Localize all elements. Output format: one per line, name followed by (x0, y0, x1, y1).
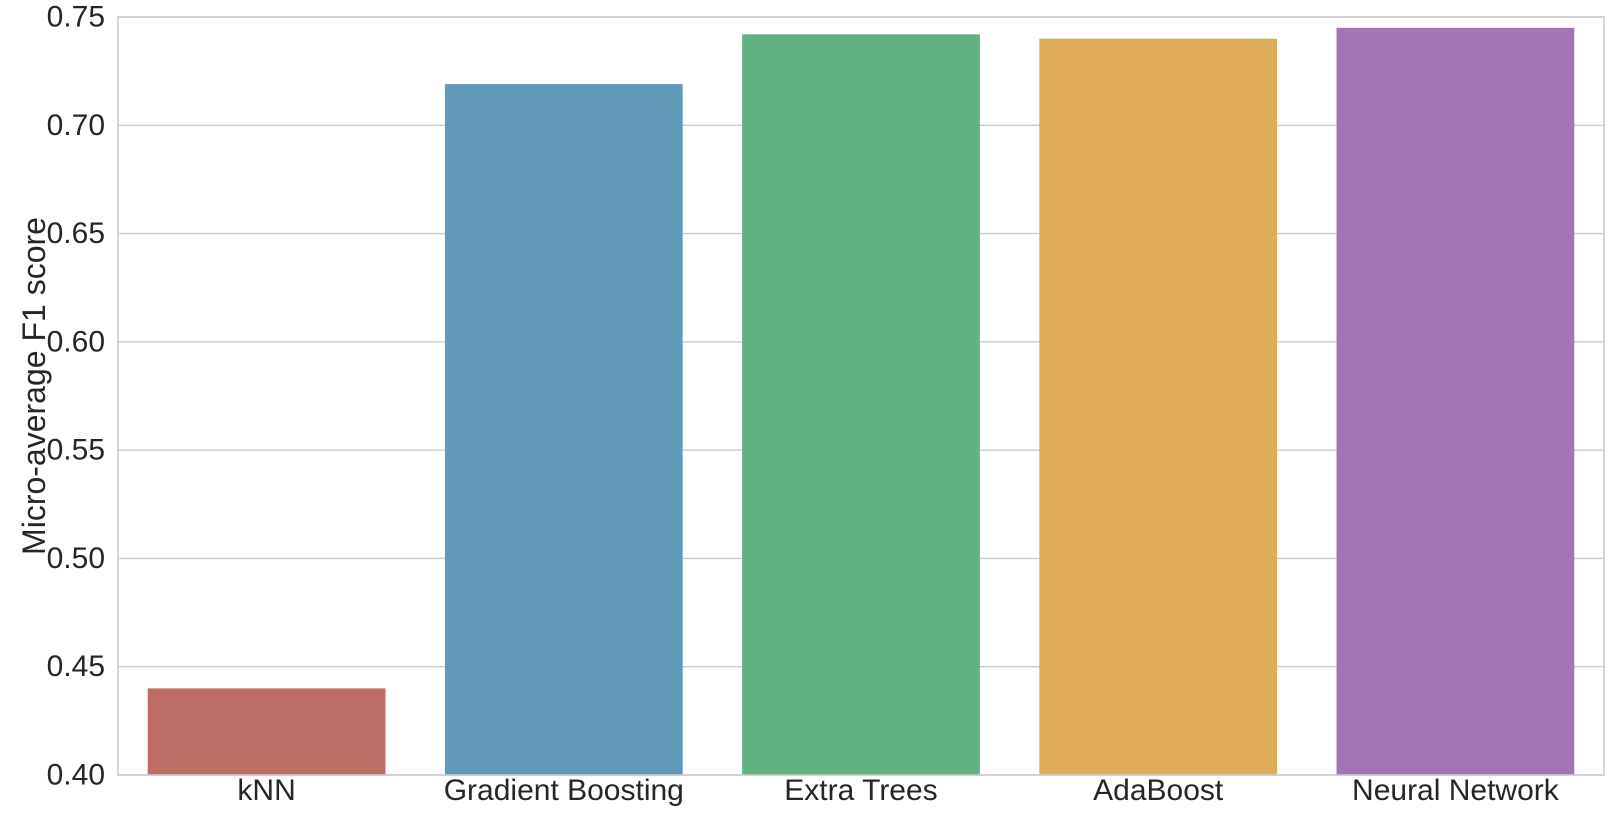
bar-adaboost (1039, 38, 1278, 775)
y-tick-label: 0.65 (47, 217, 105, 250)
y-tick-labels: 0.40 0.45 0.50 0.55 0.60 0.65 0.70 0.75 (47, 1, 105, 792)
x-tick-label: kNN (237, 774, 295, 807)
x-tick-labels: kNN Gradient Boosting Extra Trees AdaBoost N… (237, 774, 1559, 807)
bars (147, 27, 1575, 776)
x-tick-label: Gradient Boosting (444, 774, 684, 807)
y-tick-label: 0.40 (47, 759, 105, 792)
x-tick-label: Neural Network (1352, 774, 1560, 807)
x-tick-label: AdaBoost (1093, 774, 1224, 807)
x-tick-label: Extra Trees (784, 774, 937, 807)
plot-frame (117, 16, 1605, 776)
y-tick-label: 0.75 (47, 1, 105, 34)
y-tick-label: 0.50 (47, 542, 105, 575)
y-tick-label: 0.45 (47, 650, 105, 683)
y-tick-label: 0.60 (47, 325, 105, 358)
bar-gradient-boosting (444, 84, 683, 775)
y-axis-label: Micro-average F1 score (16, 217, 52, 555)
y-tick-label: 0.55 (47, 434, 105, 467)
bar-knn (147, 688, 386, 775)
bar-extra-trees (742, 34, 980, 776)
bar-neural-network (1336, 27, 1575, 776)
y-tick-label: 0.70 (47, 109, 105, 142)
